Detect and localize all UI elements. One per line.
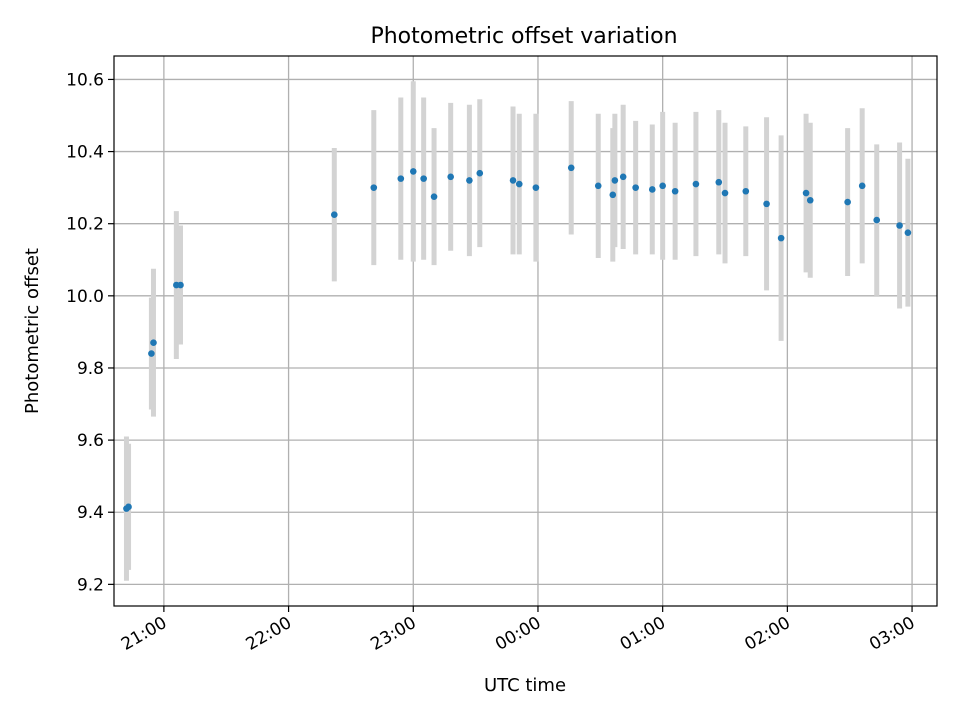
data-point bbox=[802, 189, 810, 197]
y-tick-label: 10.4 bbox=[66, 143, 104, 163]
data-point bbox=[715, 178, 723, 186]
data-point bbox=[447, 173, 454, 181]
x-tick-label: 01:00 bbox=[617, 613, 669, 655]
data-point bbox=[609, 191, 617, 199]
data-point bbox=[763, 200, 770, 208]
data-point bbox=[532, 184, 540, 191]
data-point bbox=[420, 175, 427, 182]
data-point bbox=[858, 182, 866, 190]
data-point bbox=[370, 184, 378, 191]
data-point bbox=[509, 177, 517, 184]
data-point bbox=[148, 350, 155, 357]
x-tick-label: 02:00 bbox=[741, 613, 793, 655]
data-point bbox=[671, 187, 679, 195]
data-point bbox=[125, 503, 132, 511]
data-point bbox=[742, 187, 750, 195]
data-point bbox=[397, 175, 405, 182]
y-tick-label: 9.2 bbox=[77, 575, 104, 595]
data-point bbox=[632, 184, 639, 191]
x-tick-label: 00:00 bbox=[492, 613, 544, 655]
grid bbox=[114, 56, 937, 606]
data-point bbox=[904, 229, 912, 237]
y-tick-label: 10.0 bbox=[66, 287, 104, 307]
data-points bbox=[123, 164, 912, 512]
y-tick-label: 9.6 bbox=[77, 431, 104, 451]
error-bars bbox=[123, 81, 911, 581]
data-point bbox=[648, 186, 656, 193]
data-point bbox=[692, 180, 700, 188]
plot-frame bbox=[113, 55, 938, 607]
y-tick-label: 10.6 bbox=[66, 70, 104, 90]
data-point bbox=[619, 173, 627, 181]
y-tick-label: 10.2 bbox=[66, 215, 104, 235]
data-point bbox=[409, 168, 417, 175]
data-point bbox=[476, 169, 484, 177]
data-point bbox=[844, 198, 851, 206]
data-point bbox=[430, 193, 438, 200]
data-point bbox=[150, 339, 157, 347]
data-point bbox=[659, 182, 666, 190]
y-axis: 9.2 9.4 9.6 9.8 10.0 10.2 10.4 10.6 bbox=[66, 70, 114, 595]
data-point bbox=[466, 177, 473, 184]
data-point bbox=[777, 234, 785, 242]
y-tick-label: 9.8 bbox=[77, 359, 104, 379]
x-tick-label: 03:00 bbox=[866, 613, 918, 655]
data-point bbox=[896, 222, 903, 229]
x-tick-label: 22:00 bbox=[243, 613, 295, 655]
data-point bbox=[873, 216, 881, 224]
chart-title: Photometric offset variation bbox=[370, 24, 677, 49]
x-tick-label: 23:00 bbox=[367, 613, 419, 655]
data-point bbox=[721, 189, 729, 197]
y-tick-label: 9.4 bbox=[77, 503, 104, 523]
x-axis-label: UTC time bbox=[484, 675, 566, 696]
data-point bbox=[330, 211, 338, 218]
data-point bbox=[515, 180, 523, 188]
x-axis: 21:00 22:00 23:00 00:00 01:00 02:00 03:00 bbox=[118, 606, 919, 655]
data-point bbox=[611, 177, 619, 184]
y-axis-label: Photometric offset bbox=[22, 248, 43, 414]
data-point bbox=[594, 182, 602, 190]
data-point bbox=[177, 281, 184, 289]
data-point bbox=[567, 164, 575, 172]
x-tick-label: 21:00 bbox=[118, 613, 170, 655]
data-point bbox=[806, 196, 814, 204]
